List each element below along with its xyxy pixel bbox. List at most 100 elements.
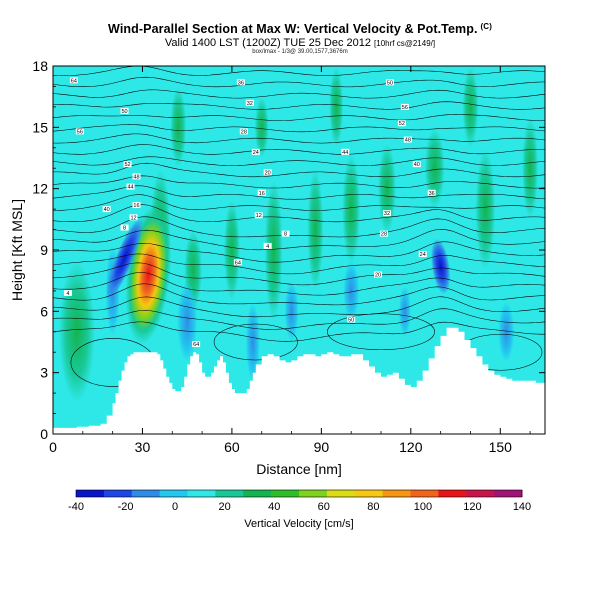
subtitle-main: Valid 1400 LST (1200Z) TUE 25 Dec 2012 <box>164 37 371 49</box>
contour-label-box <box>132 202 141 209</box>
colorbar-swatch <box>354 490 384 497</box>
theta-contour <box>53 76 545 88</box>
green-patch <box>254 97 269 158</box>
contour-label: 8 <box>120 224 129 232</box>
contour-label-text: 20 <box>265 170 271 176</box>
contour-label: 36 <box>427 189 436 197</box>
contour-label-box <box>129 214 138 221</box>
theta-contour <box>53 272 545 296</box>
contour-label-text: 16 <box>133 203 139 209</box>
chart-credit: box/lmax - 1/3@ 39.00,1577,3676m <box>252 49 348 55</box>
colorbar-swatch <box>76 490 105 497</box>
y-axis-title: Height [Kft MSL] <box>9 199 25 301</box>
contour-label-box <box>341 148 350 155</box>
contour-label-box <box>233 259 242 266</box>
colorbar-tick-label: 100 <box>414 501 432 513</box>
colorbar-swatch <box>271 490 300 497</box>
contour-label-box <box>254 212 263 219</box>
contour-label: 28 <box>379 230 388 238</box>
theta-contour <box>53 114 545 121</box>
contour-label-text: 48 <box>405 138 411 144</box>
contour-label-box <box>102 206 111 213</box>
green-patch <box>342 154 361 265</box>
x-tick-label: 0 <box>49 439 57 455</box>
green-patch <box>329 66 344 147</box>
x-tick-label: 30 <box>135 439 151 455</box>
contour-label: 24 <box>418 251 427 258</box>
colorbar-swatch <box>326 490 356 497</box>
colorbar-title: Vertical Velocity [cm/s] <box>244 518 353 530</box>
contour-label-text: 28 <box>241 129 247 135</box>
contour-label-box <box>382 210 391 217</box>
y-tick-label: 3 <box>40 365 48 381</box>
contour-label: 4 <box>263 242 272 250</box>
theta-contour <box>53 162 545 178</box>
downdraft-core <box>106 217 144 300</box>
contour-label: 44 <box>341 148 350 156</box>
subtitle-small: [10hrf cs@2149/] <box>374 39 436 48</box>
colorbar-swatch <box>103 490 133 497</box>
x-axis-title: Distance [nm] <box>256 461 342 477</box>
contour-label-box <box>385 79 394 86</box>
contour-label-text: 48 <box>133 174 139 180</box>
contour-label-box <box>374 271 383 278</box>
contour-label-text: 4 <box>266 244 269 250</box>
contour-label: 36 <box>236 79 245 86</box>
contour-label: 4 <box>63 289 72 297</box>
contour-label: 20 <box>374 271 383 279</box>
contour-label-box <box>403 136 412 143</box>
contour-label-text: 20 <box>375 273 381 279</box>
theta-contour <box>53 229 545 251</box>
contour-label: 52 <box>123 161 132 168</box>
contour-label: 64 <box>192 341 201 348</box>
contour-label-box <box>120 224 129 231</box>
contour-label-text: 64 <box>193 342 199 348</box>
colorbar-tick-label: 60 <box>318 501 330 513</box>
contour-label-text: 40 <box>414 162 420 168</box>
contour-label-text: 16 <box>259 191 265 197</box>
contour-label-box <box>126 183 135 190</box>
contour-label: 28 <box>239 128 248 135</box>
contour-label: 44 <box>126 183 135 191</box>
contour-label-box <box>257 189 266 196</box>
chart-title: Wind-Parallel Section at Max W: Vertical… <box>60 22 540 36</box>
contour-label-text: 64 <box>71 78 77 84</box>
contour-label: 32 <box>382 210 391 217</box>
theta-contour <box>53 321 545 342</box>
colorbar-swatch <box>299 490 328 497</box>
theta-contour <box>53 194 545 211</box>
contour-label-text: 8 <box>284 232 287 238</box>
colorbar-swatch <box>243 490 272 497</box>
contour-label: 16 <box>257 189 266 197</box>
contour-label-box <box>69 77 78 84</box>
colorbar-tick-label: 20 <box>219 501 231 513</box>
contour-label: 24 <box>251 148 260 156</box>
theta-contour <box>53 89 545 99</box>
colorbar-tick-label: 40 <box>268 501 280 513</box>
contour-label: 12 <box>129 214 138 221</box>
blue-patch <box>498 301 515 362</box>
green-patch <box>462 66 479 147</box>
contour-label-text: 24 <box>420 252 426 258</box>
theta-contours <box>53 66 545 387</box>
contour-label-text: 12 <box>256 213 262 219</box>
y-tick-label: 6 <box>40 303 48 319</box>
contour-label: 20 <box>263 169 272 176</box>
colorbar-frame <box>75 489 523 498</box>
contour-label-box <box>120 107 129 114</box>
contour-label-text: 52 <box>399 121 405 127</box>
contour-label-box <box>245 99 254 106</box>
contour-label: 64 <box>69 77 78 84</box>
contour-label: 40 <box>412 161 421 168</box>
theta-contour <box>53 133 545 144</box>
theta-contour <box>327 313 435 351</box>
contour-label: 64 <box>233 259 242 266</box>
contour-label: 8 <box>281 230 290 238</box>
contour-label-box <box>427 189 436 196</box>
contour-label-box <box>400 103 409 110</box>
contour-label-box <box>379 230 388 237</box>
contour-label: 50 <box>347 316 356 324</box>
colorbar-tick-label: 120 <box>463 501 481 513</box>
